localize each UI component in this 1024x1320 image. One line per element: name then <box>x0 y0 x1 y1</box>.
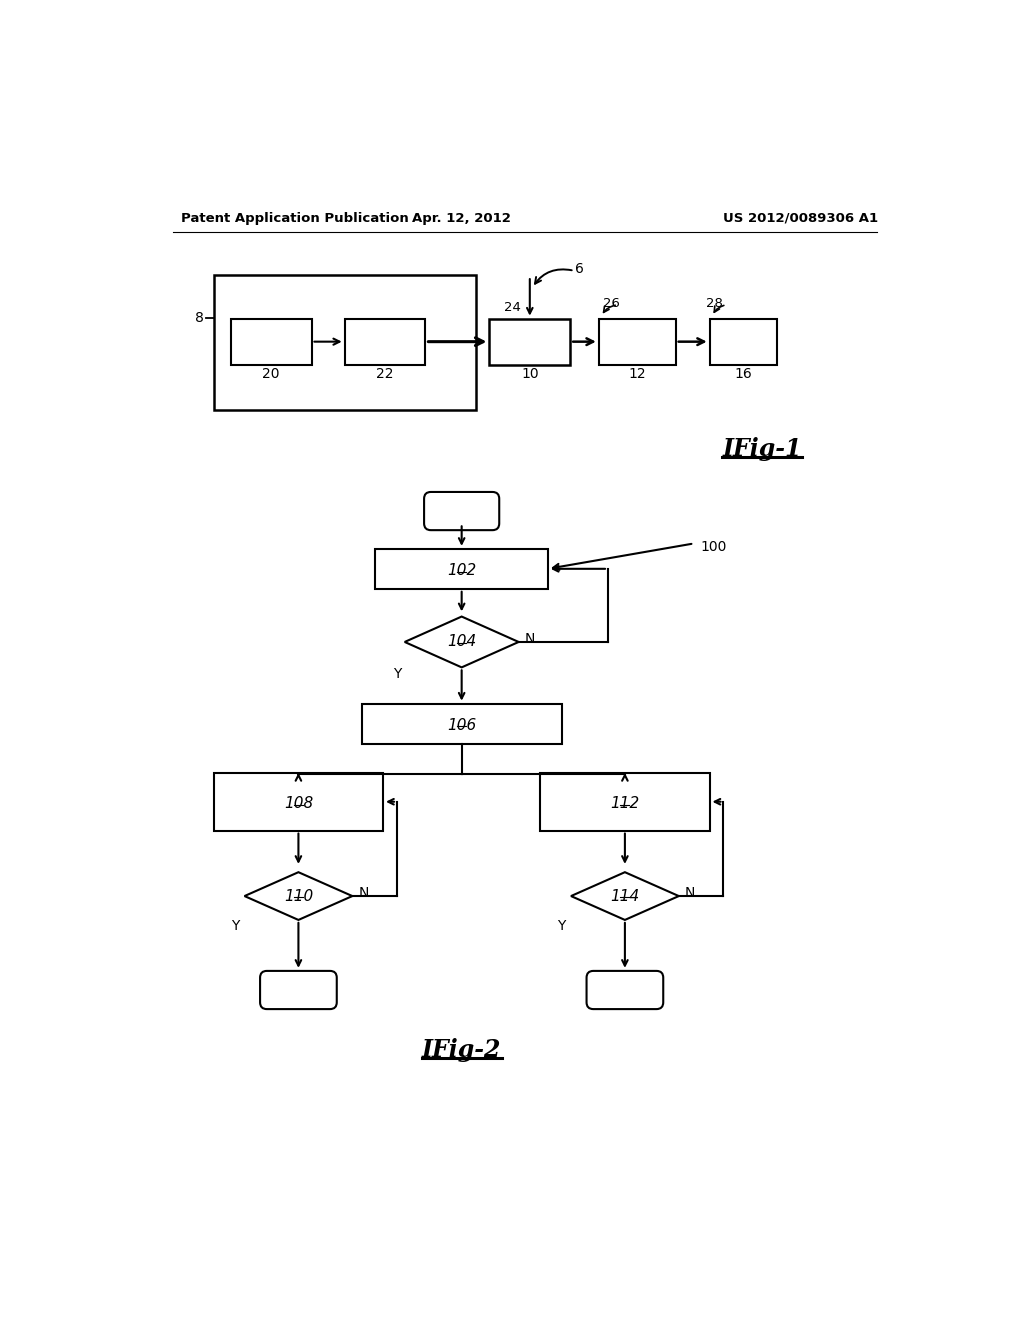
Text: Y: Y <box>393 667 401 681</box>
Text: 108: 108 <box>284 796 313 810</box>
Text: 12: 12 <box>629 367 646 381</box>
Bar <box>599 318 676 364</box>
Text: 8: 8 <box>196 310 205 325</box>
Bar <box>361 704 562 743</box>
Text: 112: 112 <box>610 796 640 810</box>
Text: N: N <box>358 886 369 900</box>
Bar <box>489 318 570 364</box>
Text: N: N <box>685 886 695 900</box>
Text: 114: 114 <box>610 888 640 904</box>
Bar <box>214 276 475 411</box>
Bar <box>214 774 383 830</box>
Text: 10: 10 <box>521 367 539 381</box>
Text: Patent Application Publication: Patent Application Publication <box>180 213 409 224</box>
Bar <box>345 318 425 364</box>
Text: US 2012/0089306 A1: US 2012/0089306 A1 <box>723 213 878 224</box>
Polygon shape <box>245 873 352 920</box>
Text: 110: 110 <box>284 888 313 904</box>
Bar <box>710 318 777 364</box>
Text: 16: 16 <box>734 367 753 381</box>
FancyBboxPatch shape <box>424 492 500 531</box>
Polygon shape <box>404 616 518 668</box>
Text: 22: 22 <box>376 367 394 381</box>
Polygon shape <box>571 873 679 920</box>
FancyBboxPatch shape <box>260 972 337 1008</box>
Text: 104: 104 <box>447 635 476 649</box>
Text: 26: 26 <box>602 297 620 310</box>
Text: Y: Y <box>231 919 240 933</box>
Text: 20: 20 <box>262 367 280 381</box>
Text: 102: 102 <box>447 562 476 578</box>
FancyBboxPatch shape <box>587 972 664 1008</box>
Text: 100: 100 <box>700 540 727 554</box>
Text: Apr. 12, 2012: Apr. 12, 2012 <box>413 213 511 224</box>
Bar <box>230 318 311 364</box>
Text: N: N <box>524 632 536 645</box>
Bar <box>541 774 710 830</box>
Text: IFig-1: IFig-1 <box>722 437 802 462</box>
Bar <box>376 549 548 589</box>
Text: 6: 6 <box>575 261 585 276</box>
Text: Y: Y <box>558 919 566 933</box>
Text: IFig-2: IFig-2 <box>422 1038 502 1063</box>
Text: 24: 24 <box>505 301 521 314</box>
Text: 28: 28 <box>706 297 723 310</box>
Text: 106: 106 <box>447 718 476 733</box>
